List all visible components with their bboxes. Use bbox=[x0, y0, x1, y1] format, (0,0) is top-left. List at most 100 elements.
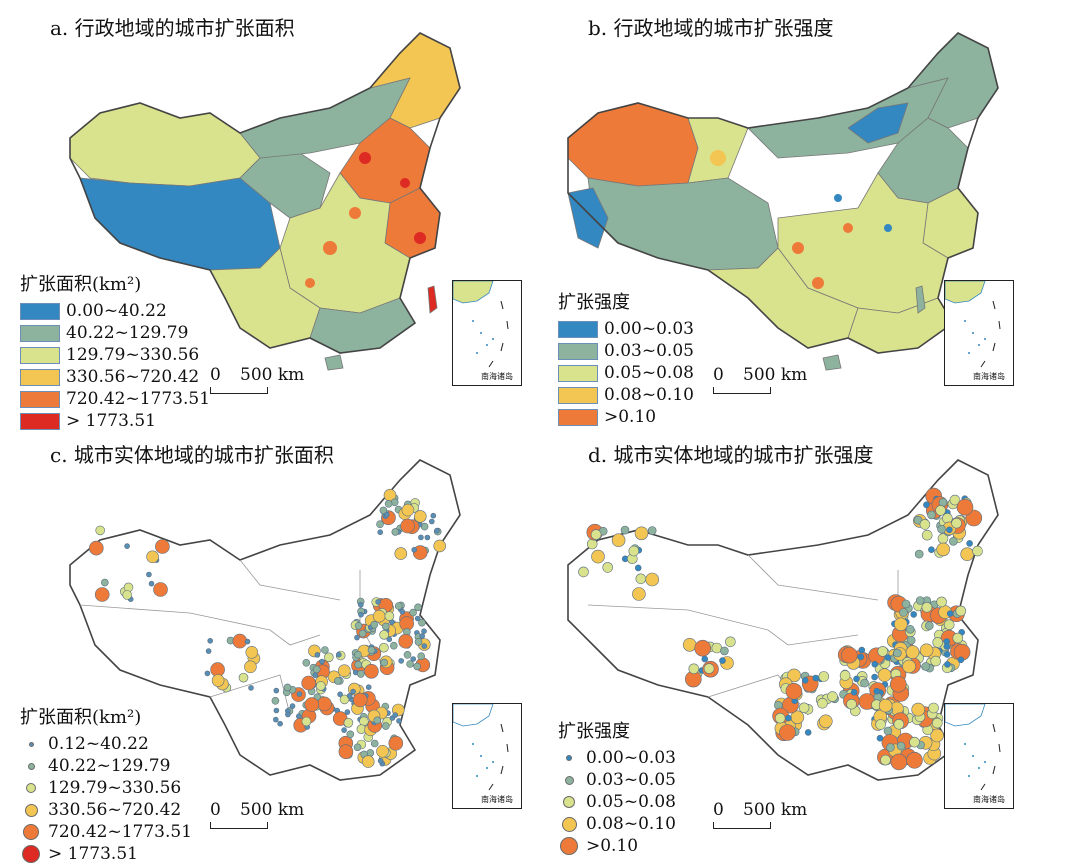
city-dot bbox=[647, 526, 657, 535]
city-dot bbox=[430, 512, 437, 519]
city-dot bbox=[365, 684, 372, 690]
legend-label: 0.03~0.05 bbox=[604, 341, 694, 361]
city-dot bbox=[919, 643, 934, 658]
legend-dot bbox=[26, 783, 36, 793]
legend-dot bbox=[560, 837, 578, 855]
city-dot bbox=[930, 655, 942, 667]
city-dot bbox=[921, 602, 933, 613]
city-dot bbox=[620, 525, 630, 535]
city-dot bbox=[388, 735, 404, 751]
legend-dot bbox=[566, 755, 572, 761]
legend-item: > 1773.51 bbox=[20, 410, 210, 432]
legend-item: 720.42~1773.51 bbox=[20, 388, 210, 410]
city-dot bbox=[578, 566, 589, 578]
legend-swatch bbox=[20, 346, 60, 364]
city-dot bbox=[966, 540, 973, 547]
city-dot bbox=[354, 650, 362, 659]
city-dot bbox=[944, 661, 951, 668]
legend-item: 0.08~0.10 bbox=[558, 384, 694, 406]
panel-a: a. 行政地域的城市扩张面积 扩张面积(km²) 0.00~40.22 40.2… bbox=[10, 8, 530, 431]
city-dot bbox=[312, 665, 321, 674]
scale-zero: 0 bbox=[713, 365, 724, 385]
city-dot bbox=[319, 658, 325, 665]
city-dot bbox=[301, 675, 317, 691]
legend-label: 0.05~0.08 bbox=[586, 792, 676, 812]
city-dot bbox=[353, 743, 362, 752]
city-dot bbox=[877, 668, 892, 682]
city-dot bbox=[421, 628, 427, 634]
legend-item: 129.79~330.56 bbox=[20, 344, 210, 366]
inset-map bbox=[945, 281, 1001, 368]
city-dot bbox=[880, 754, 891, 766]
legend-item: 40.22~129.79 bbox=[20, 755, 192, 777]
choropleth-map bbox=[69, 32, 461, 371]
city-dot bbox=[935, 505, 946, 516]
inset-label: 南海诸岛 bbox=[481, 795, 513, 804]
city-dot bbox=[244, 638, 251, 645]
legend-item: 330.56~720.42 bbox=[20, 799, 192, 821]
city-dot bbox=[590, 529, 602, 540]
city-dot bbox=[818, 714, 833, 729]
panel-title: b. 行政地域的城市扩张强度 bbox=[588, 16, 834, 40]
city-dot bbox=[232, 633, 248, 649]
panel-title: a. 行政地域的城市扩张面积 bbox=[50, 16, 295, 40]
city-dot bbox=[943, 651, 951, 658]
scale-label: 500 km bbox=[743, 800, 808, 820]
city-dot bbox=[857, 653, 865, 661]
city-dot bbox=[937, 524, 946, 534]
city-dot bbox=[94, 587, 110, 602]
city-dot bbox=[915, 596, 925, 605]
city-dot bbox=[818, 671, 830, 682]
city-dot bbox=[419, 633, 426, 639]
city-dot bbox=[602, 562, 614, 573]
city-dot bbox=[725, 636, 736, 648]
city-dot bbox=[146, 550, 159, 564]
city-dot bbox=[889, 675, 907, 693]
legend-dot bbox=[563, 796, 575, 808]
city-dot bbox=[960, 547, 975, 561]
city-dot bbox=[122, 590, 132, 600]
city-dot bbox=[902, 659, 916, 674]
city-dot bbox=[392, 712, 399, 718]
city-dot bbox=[314, 652, 321, 658]
legend-label: 129.79~330.56 bbox=[66, 345, 200, 365]
legend-item: 0.03~0.05 bbox=[558, 769, 676, 791]
city-dot bbox=[398, 658, 405, 664]
city-dot bbox=[406, 660, 414, 668]
legend-label: > 1773.51 bbox=[48, 844, 138, 864]
city-dot bbox=[344, 709, 351, 715]
city-dot bbox=[289, 703, 296, 709]
point-map bbox=[567, 459, 999, 781]
city-dot bbox=[153, 582, 168, 597]
legend-item: 330.56~720.42 bbox=[20, 366, 210, 388]
legend-dot bbox=[24, 803, 38, 817]
city-dot bbox=[346, 692, 353, 699]
city-dot bbox=[95, 525, 105, 536]
city-dot bbox=[701, 655, 709, 663]
city-dot bbox=[358, 611, 364, 618]
city-dot bbox=[801, 677, 809, 684]
legend-label: >0.10 bbox=[604, 407, 657, 427]
city-dot bbox=[948, 537, 958, 546]
legend: 扩张面积(km²) 0.00~40.22 40.22~129.79 129.79… bbox=[20, 270, 210, 432]
city-dot bbox=[860, 678, 869, 688]
legend-dot bbox=[28, 741, 34, 747]
city-dot bbox=[315, 681, 326, 691]
legend-item: 40.22~129.79 bbox=[20, 322, 210, 344]
city-dot bbox=[273, 687, 280, 694]
city-dot bbox=[921, 529, 933, 541]
city-dot bbox=[413, 662, 421, 671]
city-dot bbox=[301, 716, 312, 727]
city-dot bbox=[951, 517, 962, 529]
city-dot bbox=[946, 610, 954, 617]
city-dot bbox=[434, 527, 440, 534]
city-dot bbox=[413, 510, 427, 523]
city-dot bbox=[148, 580, 155, 587]
legend-title: 扩张面积(km²) bbox=[20, 274, 142, 295]
city-dot bbox=[333, 677, 342, 685]
city-dot bbox=[946, 526, 953, 534]
city-dot bbox=[586, 538, 598, 550]
legend-item: 0.12~40.22 bbox=[20, 733, 192, 755]
city-dot bbox=[411, 547, 418, 553]
city-dot bbox=[89, 540, 104, 556]
